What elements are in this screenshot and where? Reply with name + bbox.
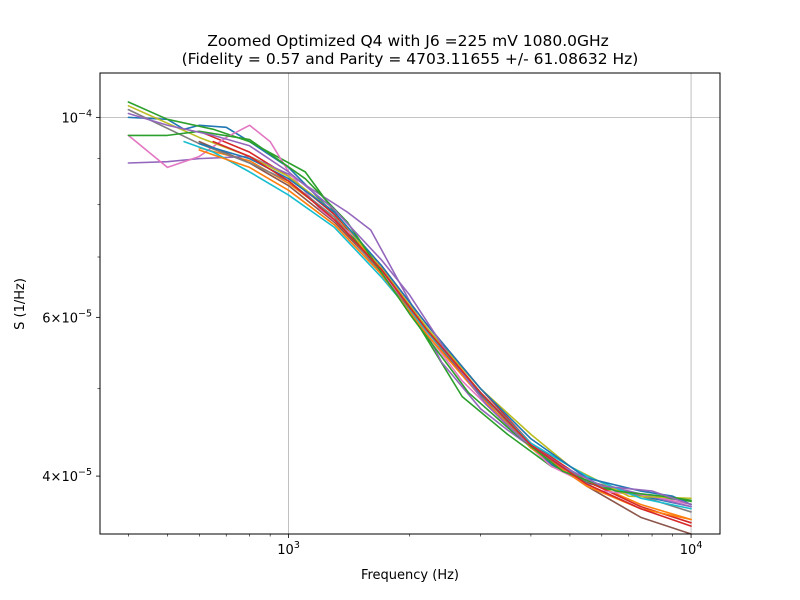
plot-area [127, 101, 692, 535]
fit-line-12 [198, 149, 692, 521]
fit-line-15 [212, 140, 692, 527]
series-line-11 [198, 142, 692, 506]
x-tick-label: 104 [680, 540, 703, 558]
y-tick-label-base: 10 [61, 111, 78, 126]
x-tick-label: 103 [277, 540, 300, 558]
y-tick-label-base: 10 [61, 470, 78, 485]
fit-line-6 [198, 140, 692, 535]
y-axis-label: S (1/Hz) [13, 278, 28, 330]
x-tick-label-exponent: 3 [294, 540, 300, 551]
x-tick-label-base: 10 [277, 543, 294, 558]
x-axis: 103 104 [128, 534, 702, 558]
x-axis-label: Frequency (Hz) [361, 568, 459, 583]
y-tick-label: 6×10−5 [42, 308, 92, 326]
series-line-14 [127, 112, 692, 506]
fit-line-2 [198, 147, 692, 521]
y-tick-label-base: 10 [61, 311, 78, 326]
chart-subtitle: (Fidelity = 0.57 and Parity = 4703.11655… [182, 50, 639, 68]
y-tick-label-mantissa: 4× [42, 470, 61, 485]
fit-line-4 [198, 130, 692, 524]
series-line-10 [183, 140, 692, 510]
series-line-13 [127, 130, 692, 502]
y-tick-label-exponent: −4 [78, 108, 92, 119]
y-tick-label-exponent: −5 [78, 467, 92, 478]
chart-title: Zoomed Optimized Q4 with J6 =225 mV 1080… [207, 32, 609, 50]
x-tick-label-exponent: 4 [696, 540, 702, 551]
y-tick-label-exponent: −5 [78, 308, 92, 319]
y-tick-label-mantissa: 6× [42, 311, 61, 326]
series-line-5 [127, 155, 692, 508]
x-tick-label-base: 10 [680, 543, 697, 558]
y-tick-label: 4×10−5 [42, 467, 92, 485]
y-tick-label: 10−4 [61, 108, 92, 126]
grid [100, 73, 720, 534]
y-axis: 4×10−56×10−510−4 [42, 108, 100, 485]
